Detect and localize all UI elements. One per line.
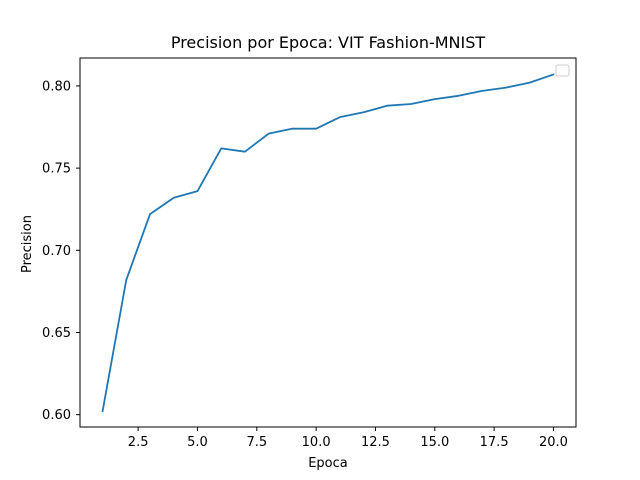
- x-tick-label: 5.0: [187, 435, 208, 450]
- x-tick-label: 12.5: [361, 435, 390, 450]
- x-tick-label: 15.0: [420, 435, 449, 450]
- y-tick-label: 0.75: [42, 162, 71, 177]
- x-axis-label: Epoca: [308, 456, 348, 471]
- chart-title: Precision por Epoca: VIT Fashion-MNIST: [171, 33, 486, 52]
- x-tick-label: 10.0: [302, 435, 331, 450]
- axes: 2.5 5.0 7.5 10.0 12.5 15.0 17.5 20.0 0.60 0.65 0.7…: [42, 57, 577, 450]
- y-tick-label: 0.80: [42, 79, 71, 94]
- legend-box: [555, 64, 570, 77]
- y-tick-label: 0.65: [42, 326, 71, 341]
- series-line: [101, 73, 555, 413]
- x-tick-label: 17.5: [480, 435, 509, 450]
- x-tick-label: 2.5: [128, 435, 149, 450]
- y-axis-label: Precision: [20, 215, 35, 273]
- x-tick-label: 7.5: [246, 435, 267, 450]
- plot-frame: [79, 57, 577, 428]
- y-tick-label: 0.60: [42, 408, 71, 423]
- y-tick-label: 0.70: [42, 244, 71, 259]
- x-tick-label: 20.0: [539, 435, 568, 450]
